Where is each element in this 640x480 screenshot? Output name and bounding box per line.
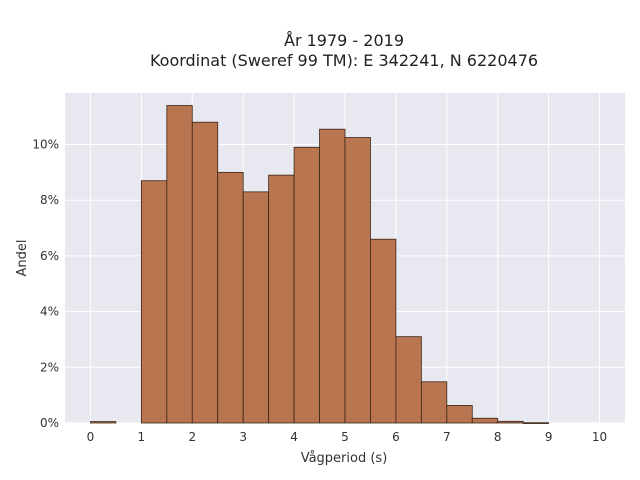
x-tick-label-6: 6 [392, 430, 400, 444]
bar-15 [471, 417, 499, 424]
chart-title-line2: Koordinat (Sweref 99 TM): E 342241, N 62… [150, 51, 538, 70]
bar-0 [90, 421, 117, 424]
y-tick-label-1: 2% [40, 360, 59, 374]
bar-10 [344, 137, 371, 424]
bars [90, 105, 550, 424]
x-tick-label-1: 1 [138, 430, 146, 444]
x-tick-label-0: 0 [87, 430, 95, 444]
x-tick-label-5: 5 [341, 430, 349, 444]
x-axis-label: Vågperiod (s) [301, 451, 388, 466]
bar-9 [319, 128, 346, 424]
y-tick-label-2: 4% [40, 305, 59, 319]
y-tick-label-0: 0% [40, 416, 59, 430]
bar-4 [191, 121, 219, 424]
bar-7 [268, 174, 295, 424]
bar-13 [420, 381, 448, 424]
y-tick-label-4: 8% [40, 193, 59, 207]
tick-labels: 0 1 2 3 4 5 6 7 8 9 10 0% 2% 4% 6% 8% 10% [32, 138, 607, 444]
bar-12 [395, 336, 422, 424]
x-tick-label-7: 7 [443, 430, 451, 444]
x-tick-label-2: 2 [188, 430, 196, 444]
x-tick-label-10: 10 [592, 430, 607, 444]
chart-title-line1: År 1979 - 2019 [284, 31, 404, 50]
y-axis-label: Andel [15, 240, 30, 277]
x-tick-label-9: 9 [545, 430, 553, 444]
x-tick-label-8: 8 [494, 430, 502, 444]
bar-16 [497, 420, 524, 424]
x-tick-label-3: 3 [239, 430, 247, 444]
y-tick-label-5: 10% [32, 138, 59, 152]
bar-5 [217, 171, 244, 424]
bar-17 [522, 422, 550, 424]
bar-3 [166, 105, 193, 424]
bar-6 [242, 191, 270, 424]
bar-8 [293, 146, 320, 424]
y-tick-label-3: 6% [40, 249, 59, 263]
bar-11 [370, 238, 397, 424]
bar-2 [140, 180, 168, 424]
x-tick-label-4: 4 [290, 430, 298, 444]
bar-14 [446, 405, 473, 424]
